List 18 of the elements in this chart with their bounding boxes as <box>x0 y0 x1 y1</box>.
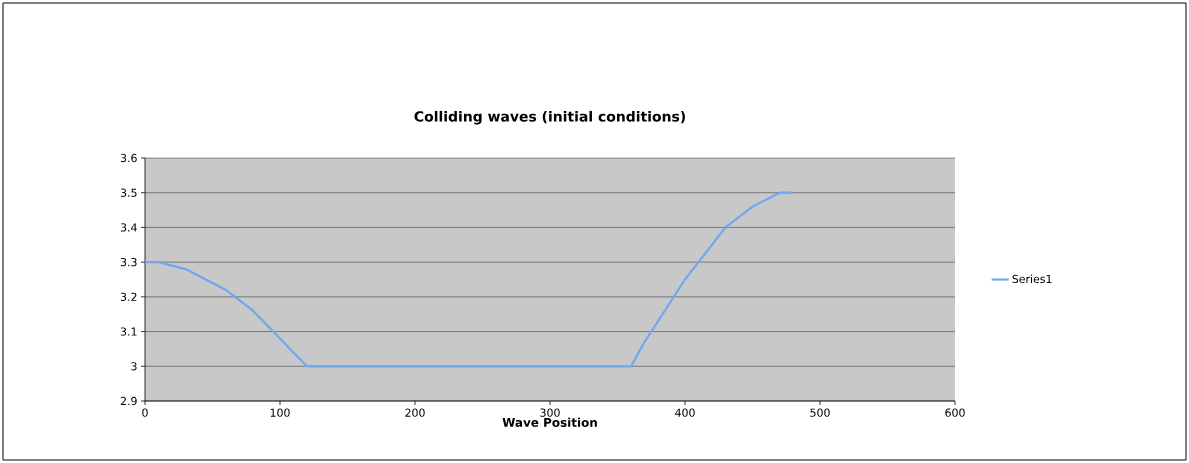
x-axis-title: Wave Position <box>502 417 597 427</box>
y-tick-label: 3 <box>131 362 137 371</box>
y-tick-label: 3.1 <box>120 327 137 336</box>
x-tick-label: 600 <box>945 408 965 417</box>
y-tick-label: 3.2 <box>120 292 137 301</box>
x-tick-label: 200 <box>405 408 425 417</box>
chart-title: Colliding waves (initial conditions) <box>414 110 685 125</box>
y-tick-label: 3.3 <box>120 258 137 267</box>
legend-label: Series1 <box>1012 274 1052 284</box>
y-tick-label: 3.6 <box>120 153 137 163</box>
x-tick-label: 0 <box>142 408 148 417</box>
y-tick-label: 3.5 <box>120 188 137 197</box>
y-tick-label: 3.4 <box>120 223 137 232</box>
x-tick-label: 300 <box>540 408 560 417</box>
x-tick-label: 400 <box>675 408 695 417</box>
x-tick-label: 500 <box>810 408 830 417</box>
x-tick-label: 100 <box>270 408 290 417</box>
y-tick-label: 2.9 <box>120 396 137 406</box>
